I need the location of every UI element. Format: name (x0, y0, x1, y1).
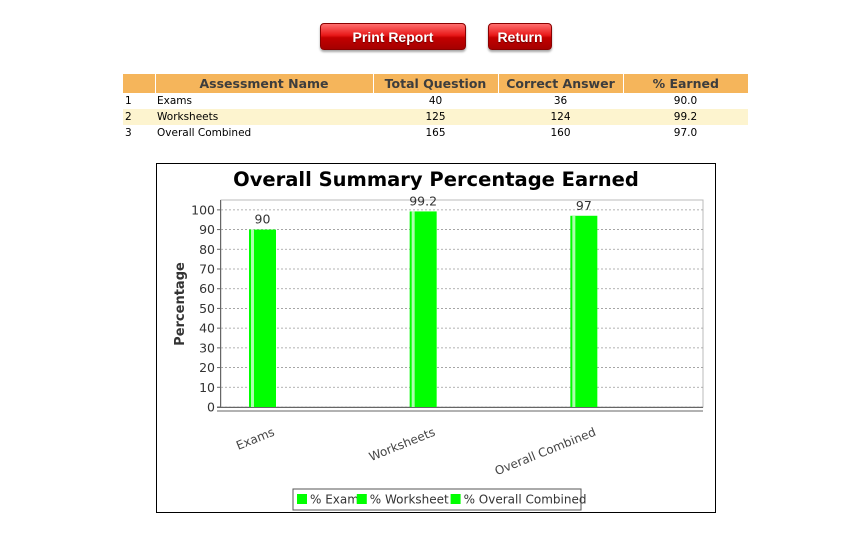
percent-earned: 99.2 (623, 109, 748, 125)
y-tick-label: 30 (199, 340, 215, 355)
table-row: 2 Worksheets 125 124 99.2 (123, 109, 748, 125)
legend-label: % Worksheet (370, 493, 449, 507)
column-header-total-question: Total Question (373, 74, 499, 93)
row-index: 2 (123, 109, 155, 125)
plot-area (220, 199, 704, 408)
print-report-button[interactable]: Print Report (320, 23, 466, 50)
percent-earned: 97.0 (673, 127, 698, 139)
assessment-name: Exams (157, 95, 192, 107)
legend-swatch (356, 494, 367, 504)
assessment-name: Overall Combined (157, 127, 252, 139)
y-tick-label: 90 (199, 222, 215, 237)
x-tick-label: Overall Combined (493, 425, 598, 478)
bar-highlight (411, 211, 415, 407)
table-row: 3 Overall Combined 165 160 97.0 (123, 125, 748, 141)
y-tick-label: 20 (199, 360, 215, 375)
percent-earned: 90.0 (673, 95, 698, 107)
row-index: 3 (125, 127, 132, 139)
y-tick-label: 50 (199, 301, 215, 316)
correct-answer: 160 (550, 127, 571, 139)
correct-answer: 124 (498, 109, 623, 125)
y-tick-label: 0 (207, 400, 215, 415)
assessment-name: Worksheets (155, 109, 373, 125)
y-axis-label: Percentage (173, 262, 188, 346)
total-question: 165 (425, 127, 446, 139)
bar-highlight (251, 229, 254, 407)
row-index: 1 (125, 95, 132, 107)
table-row: 1 Exams 40 36 90.0 (123, 93, 748, 109)
y-tick-label: 100 (191, 202, 215, 217)
data-label: 97 (576, 198, 592, 213)
column-header-index (123, 74, 156, 93)
summary-chart: 0 10 20 30 40 50 60 70 80 90 100 90 Exams 99.2 Workshe… (156, 163, 716, 513)
legend-label: % Exam (310, 493, 359, 507)
data-label: 99.2 (409, 193, 437, 208)
bar-highlight (572, 215, 576, 407)
y-tick-label: 40 (199, 321, 215, 336)
data-label: 90 (255, 212, 271, 227)
x-tick-label: Exams (234, 425, 276, 453)
legend-swatch (450, 494, 461, 504)
total-question: 125 (373, 109, 498, 125)
y-tick-label: 10 (199, 380, 215, 395)
chart-canvas: 0 10 20 30 40 50 60 70 80 90 100 90 Exams 99.2 Workshe… (173, 168, 704, 511)
column-header-assessment-name: Assessment Name (155, 74, 374, 93)
column-header-percent-earned: % Earned (623, 74, 748, 93)
legend-swatch (297, 494, 307, 504)
return-button[interactable]: Return (488, 23, 552, 50)
x-tick-label: Worksheets (367, 425, 437, 464)
y-tick-label: 80 (199, 242, 215, 257)
legend-label: % Overall Combined (464, 493, 587, 507)
total-question: 40 (428, 95, 443, 107)
column-header-correct-answer: Correct Answer (498, 74, 624, 93)
assessment-summary-table: Assessment Name Total Question Correct A… (123, 74, 748, 141)
chart-title: Overall Summary Percentage Earned (233, 168, 639, 191)
correct-answer: 36 (553, 95, 568, 107)
y-tick-label: 70 (199, 262, 215, 277)
y-tick-label: 60 (199, 281, 215, 296)
table-header-row: Assessment Name Total Question Correct A… (123, 74, 748, 93)
